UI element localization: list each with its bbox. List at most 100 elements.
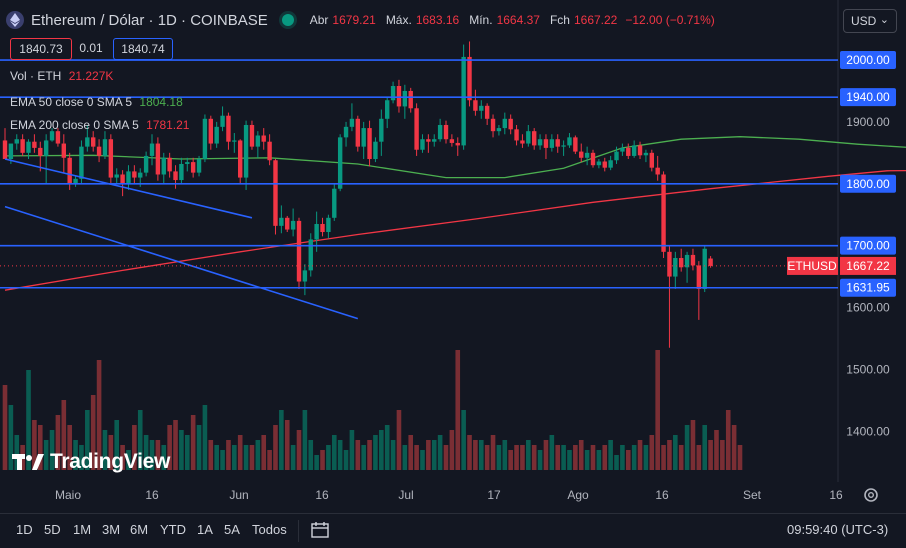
x-tick-label: Jul	[398, 488, 413, 502]
candle-body	[49, 131, 55, 141]
volume-bar	[384, 425, 390, 470]
candle-body	[279, 217, 284, 226]
ticker-label: ETHUSD	[787, 259, 837, 273]
x-tick-label: Maio	[55, 488, 81, 502]
candle-body	[337, 137, 343, 189]
level-label: 1940.00	[846, 90, 890, 104]
candle-body	[326, 217, 331, 233]
candle-body	[285, 217, 290, 230]
candle-body	[631, 145, 637, 156]
settings-gear-icon[interactable]	[862, 486, 880, 504]
candle-body	[138, 172, 143, 178]
volume-bar	[531, 445, 537, 470]
timeframe-ytd[interactable]: YTD	[160, 522, 186, 537]
volume-bar	[725, 410, 731, 470]
volume-bar	[173, 420, 178, 470]
tradingview-logo[interactable]: TradingView	[12, 450, 170, 474]
candle-body	[614, 151, 619, 161]
timeframe-3m[interactable]: 3M	[102, 522, 121, 537]
ema50-legend[interactable]: EMA 50 close 0 SMA 5 1804.18	[10, 95, 183, 109]
candle-body	[55, 131, 61, 144]
candle-body	[367, 128, 372, 160]
candle-body	[661, 174, 666, 252]
candle-body	[255, 135, 261, 147]
volume-bar	[655, 350, 660, 470]
timeframe-1m[interactable]: 1M	[73, 522, 92, 537]
volume-bar	[543, 440, 549, 470]
calendar-range-icon[interactable]	[311, 521, 331, 539]
volume-bar	[349, 430, 355, 470]
volume-bar	[114, 420, 120, 470]
candle-body	[437, 124, 443, 140]
candle-body	[32, 141, 37, 148]
clock-timezone[interactable]: 09:59:40 (UTC-3)	[787, 522, 889, 537]
currency-select[interactable]: USD ⌄	[843, 9, 897, 33]
volume-bar	[132, 425, 137, 470]
candle-body	[126, 171, 131, 184]
timeframe-5a[interactable]: 5A	[224, 522, 240, 537]
volume-bar	[526, 440, 531, 470]
candle-body	[108, 139, 114, 178]
volume-bar	[478, 440, 484, 470]
candle-body	[408, 90, 413, 109]
timeframe-6m[interactable]: 6M	[130, 522, 149, 537]
volume-bar	[355, 440, 361, 470]
volume-bar	[26, 370, 31, 470]
volume-bar	[637, 440, 643, 470]
candle-body	[479, 105, 484, 111]
volume-bar	[484, 445, 490, 470]
candle-body	[73, 178, 78, 184]
x-tick-label: 16	[829, 488, 843, 502]
volume-bar	[408, 435, 414, 470]
symbol-title[interactable]: Ethereum / Dólar · 1D · COINBASE	[31, 11, 268, 29]
volume-bar	[261, 435, 267, 470]
candle-body	[296, 220, 302, 282]
volume-bar	[396, 410, 402, 470]
candle-body	[643, 152, 649, 156]
x-tick-label: 16	[655, 488, 669, 502]
volume-bar	[737, 445, 743, 470]
level-label-bg	[840, 88, 896, 107]
candle-body	[208, 118, 213, 144]
candle-body	[38, 147, 43, 156]
candle-body	[532, 131, 537, 146]
candle-body	[708, 258, 713, 266]
sell-price-button[interactable]: 1840.73	[10, 38, 72, 60]
timeframe-5d[interactable]: 5D	[44, 522, 61, 537]
candle-body	[238, 140, 243, 178]
candle-body	[496, 128, 502, 132]
ohlc-readout: Abr 1679.21 Máx. 1683.16 Mín. 1664.37 Fch 16…	[309, 13, 715, 27]
candle-body	[514, 129, 519, 141]
y-tick-label: 1500.00	[846, 362, 890, 376]
volume-bar	[578, 440, 584, 470]
candle-body	[526, 131, 531, 144]
volume-bar	[461, 410, 466, 470]
buy-price-button[interactable]: 1840.74	[113, 38, 173, 60]
market-open-dot-icon	[281, 14, 294, 26]
chart-header: Ethereum / Dólar · 1D · COINBASE Abr 1679…	[6, 8, 715, 32]
candle-body	[432, 139, 437, 142]
timeframe-todos[interactable]: Todos	[252, 522, 287, 537]
level-label-bg	[840, 174, 896, 193]
candle-body	[267, 141, 272, 161]
volume-bar	[190, 415, 196, 470]
currency-select-value: USD	[851, 14, 877, 28]
volume-bar	[590, 445, 596, 470]
timeframe-1a[interactable]: 1A	[197, 522, 213, 537]
volume-bar	[208, 440, 214, 470]
candle-body	[349, 118, 355, 127]
level-label: 2000.00	[846, 53, 890, 67]
x-tick-label: Set	[743, 488, 762, 502]
volume-legend[interactable]: Vol · ETH 21.227K	[10, 69, 114, 83]
ohlc-low: 1664.37	[496, 13, 540, 27]
volume-bar	[473, 440, 478, 470]
candle-body	[561, 145, 566, 147]
candle-body	[443, 124, 449, 140]
ema200-legend[interactable]: EMA 200 close 0 SMA 5 1781.21	[10, 118, 190, 132]
volume-bar	[490, 435, 496, 470]
candle-body	[502, 118, 507, 129]
timeframe-1d[interactable]: 1D	[16, 522, 33, 537]
candle-body	[608, 160, 613, 168]
ema200-value: 1781.21	[146, 118, 190, 132]
